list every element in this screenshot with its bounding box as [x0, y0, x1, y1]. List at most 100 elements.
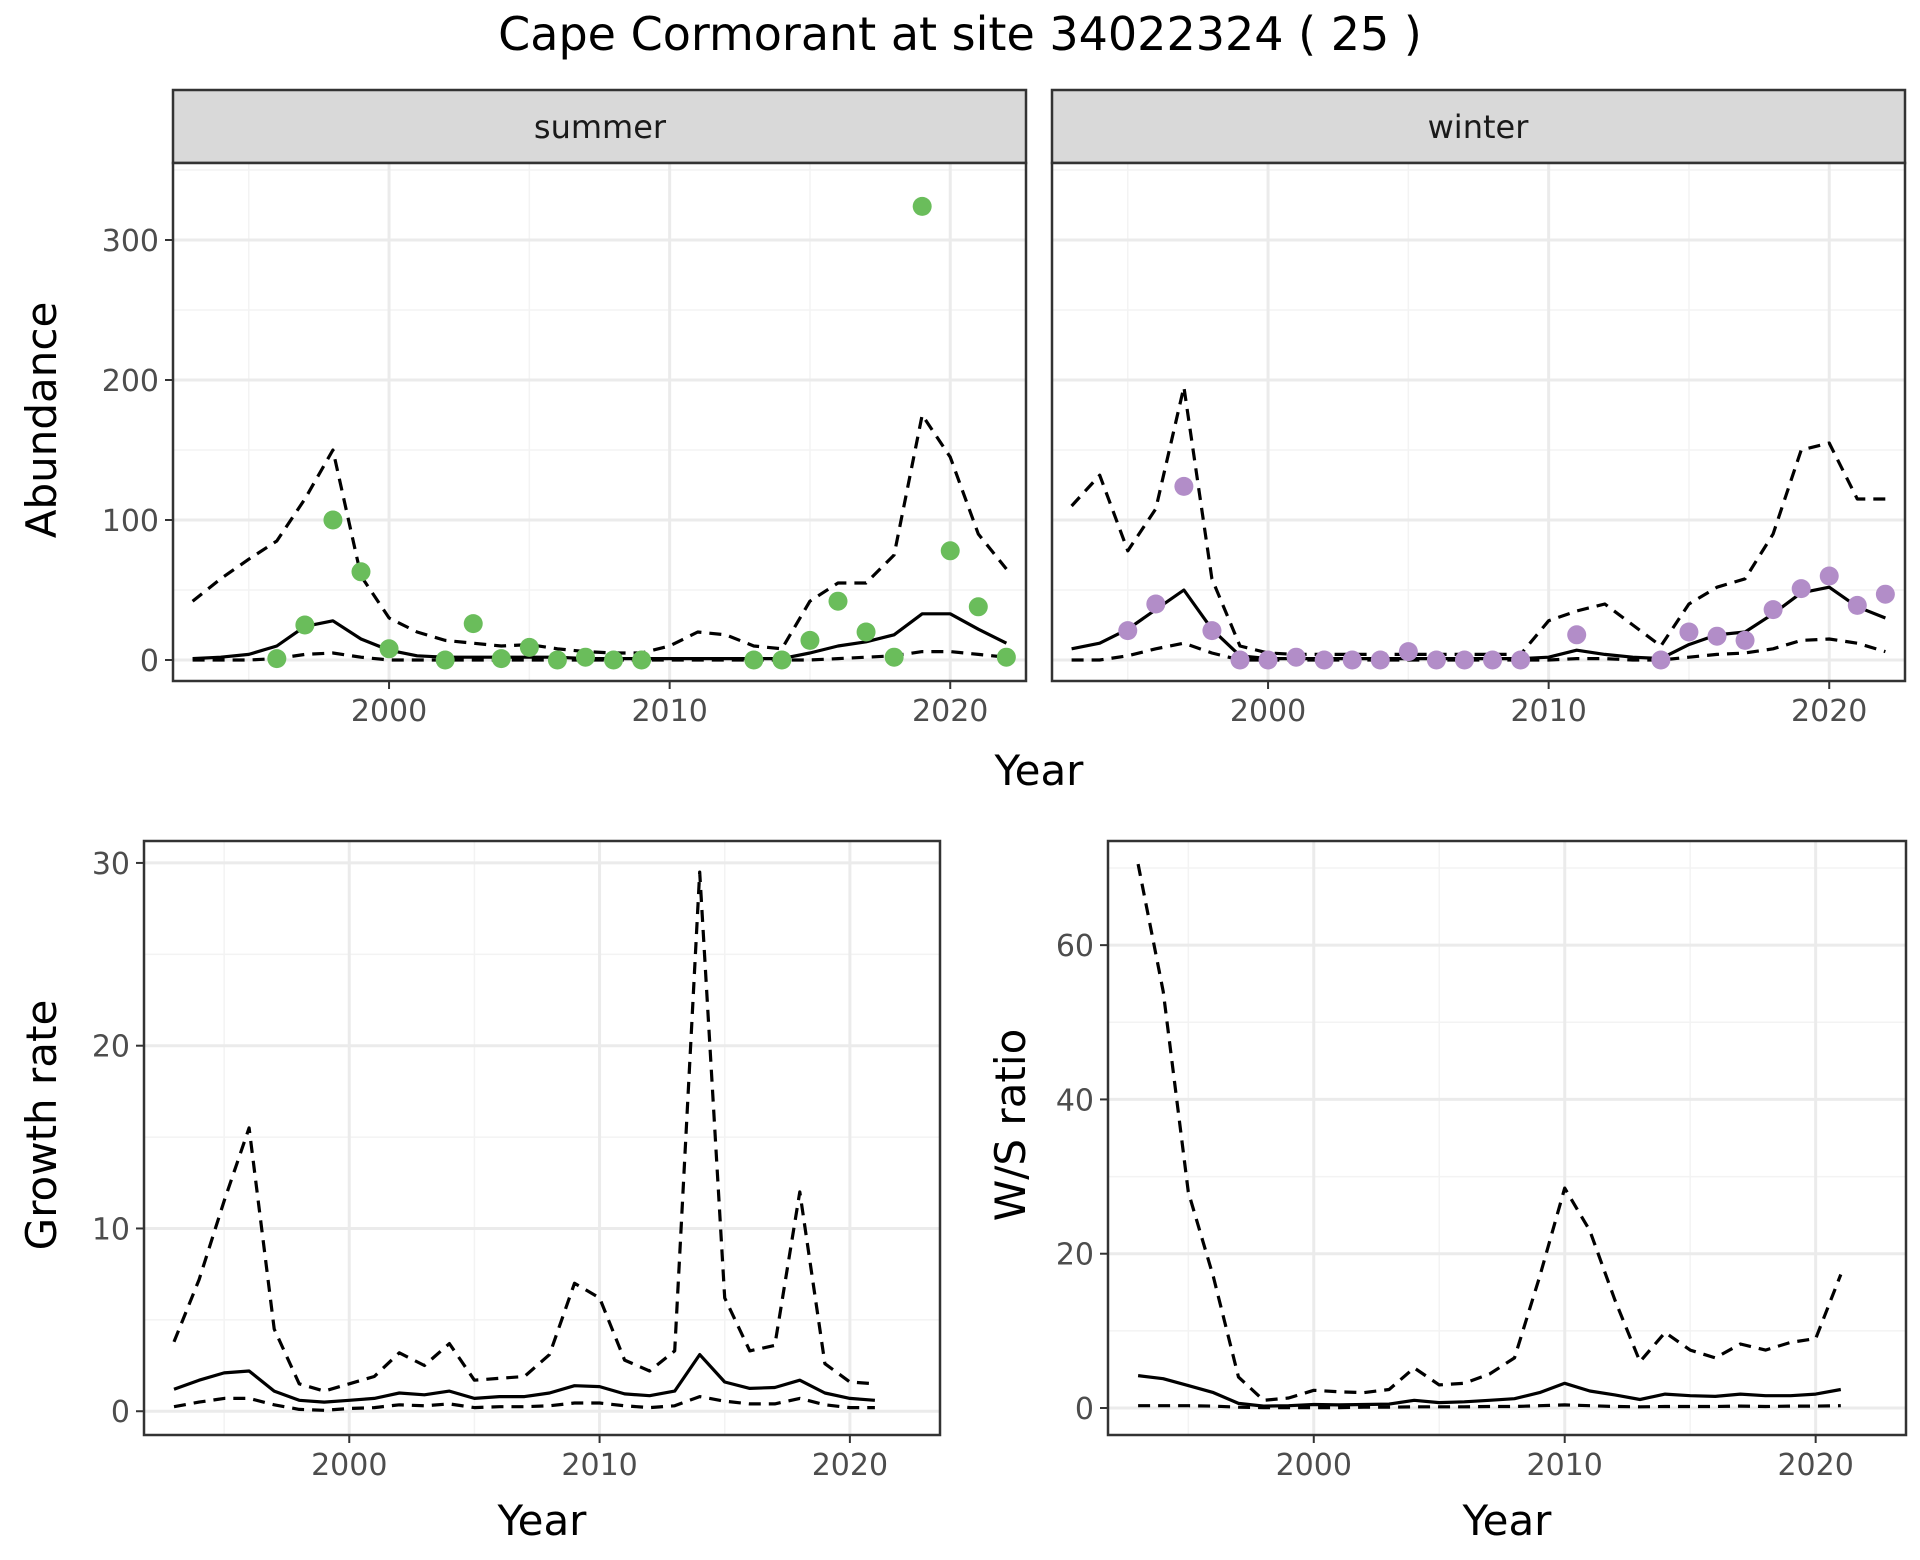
- observation-point: [267, 649, 287, 669]
- observation-point: [604, 650, 624, 670]
- x-tick-label: 2000: [1276, 1448, 1352, 1483]
- winter-strip-label: winter: [1428, 108, 1530, 146]
- y-tick-label: 40: [1056, 1083, 1094, 1118]
- y-tick-label: 60: [1056, 929, 1094, 964]
- series-line-upper: [172, 870, 876, 1393]
- x-tick-label: 2020: [812, 1448, 888, 1483]
- series-line-lower: [173, 1395, 875, 1412]
- y-tick-label: 0: [140, 644, 159, 679]
- observation-point: [1483, 650, 1503, 670]
- top-x-label: Year: [994, 746, 1085, 795]
- observation-point: [1511, 650, 1531, 670]
- observation-point: [1286, 647, 1306, 667]
- y-tick-label: 200: [102, 364, 159, 399]
- panel-border: [142, 839, 942, 1437]
- y-tick-label: 10: [92, 1212, 130, 1247]
- x-tick-label: 2010: [1510, 694, 1586, 729]
- observation-point: [744, 650, 764, 670]
- plot-background: [1052, 163, 1905, 681]
- panel-border: [171, 161, 1028, 683]
- y-tick-label: 0: [111, 1395, 130, 1430]
- observation-point: [323, 510, 343, 530]
- observation-point: [1847, 595, 1867, 615]
- observation-point: [800, 630, 820, 650]
- observation-point: [575, 647, 595, 667]
- growth-y-label: Growth rate: [17, 1000, 66, 1251]
- observation-point: [856, 622, 876, 642]
- observation-point: [1342, 650, 1362, 670]
- observation-point: [1735, 630, 1755, 650]
- series-line-lower: [1071, 637, 1886, 662]
- observation-point: [1230, 650, 1250, 670]
- panel-border: [1050, 161, 1907, 683]
- observation-point: [1679, 622, 1699, 642]
- observation-point: [351, 562, 371, 582]
- series-line-upper: [191, 413, 1008, 655]
- observation-point: [379, 639, 399, 659]
- observation-point: [940, 541, 960, 561]
- x-tick-label: 2010: [561, 1448, 637, 1483]
- y-tick-label: 20: [1056, 1238, 1094, 1273]
- plot-background: [144, 841, 940, 1435]
- series-line-lower: [1138, 1403, 1841, 1410]
- observation-point: [772, 650, 792, 670]
- series-line-upper: [1070, 385, 1886, 656]
- y-tick-label: 100: [102, 504, 159, 539]
- x-tick-label: 2000: [311, 1448, 387, 1483]
- observation-point: [1707, 626, 1727, 646]
- ratio-x-label: Year: [1462, 1496, 1553, 1545]
- x-tick-label: 2020: [912, 694, 988, 729]
- y-tick-label: 20: [92, 1030, 130, 1065]
- observation-point: [547, 650, 567, 670]
- observation-point: [491, 649, 511, 669]
- observation-point: [1426, 650, 1446, 670]
- growth-x-label: Year: [497, 1496, 588, 1545]
- series-line-estimate: [1137, 1374, 1842, 1408]
- observation-point: [1791, 579, 1811, 599]
- observation-point: [1314, 650, 1334, 670]
- summer-strip-label: summer: [534, 108, 667, 146]
- observation-point: [1651, 650, 1671, 670]
- x-tick-label: 2000: [1230, 694, 1306, 729]
- series-line-lower: [192, 650, 1007, 662]
- observation-point: [884, 647, 904, 667]
- y-tick-label: 300: [102, 224, 159, 259]
- x-tick-label: 2010: [1527, 1448, 1603, 1483]
- observation-point: [1567, 625, 1587, 645]
- summer-strip: [171, 88, 1028, 165]
- observation-point: [519, 637, 539, 657]
- ratio-y-label: W/S ratio: [986, 1029, 1035, 1222]
- observation-point: [1875, 584, 1895, 604]
- observation-point: [295, 615, 315, 635]
- x-tick-label: 2020: [1791, 694, 1867, 729]
- plot-background: [1108, 841, 1906, 1435]
- series-line-upper: [1136, 863, 1843, 1402]
- observation-point: [1174, 476, 1194, 496]
- panel-border: [1106, 839, 1908, 1437]
- series-line-estimate: [173, 1353, 876, 1404]
- winter-strip: [1050, 88, 1907, 165]
- chart-title: Cape Cormorant at site 34022324 ( 25 ): [498, 7, 1422, 61]
- observation-point: [1118, 621, 1138, 641]
- observation-point: [435, 650, 455, 670]
- x-tick-label: 2020: [1777, 1448, 1853, 1483]
- abundance-y-label: Abundance: [17, 302, 66, 539]
- observation-point: [1370, 650, 1390, 670]
- observation-point: [1258, 650, 1278, 670]
- observation-point: [1146, 594, 1166, 614]
- x-tick-label: 2010: [631, 694, 707, 729]
- observation-point: [828, 591, 848, 611]
- growth-rate-panel: 2000 2010 2020 0 10 20 30: [92, 839, 942, 1483]
- x-tick-label: 2000: [351, 694, 427, 729]
- observation-point: [1763, 600, 1783, 620]
- observation-point: [1398, 642, 1418, 662]
- observation-point: [463, 614, 483, 634]
- winter-panel: 2000 2010 2020: [1050, 161, 1907, 729]
- ws-ratio-panel: 2000 2010 2020 0 20 40 60: [1056, 839, 1908, 1483]
- observation-point: [1454, 650, 1474, 670]
- observation-point: [632, 650, 652, 670]
- plot-background: [173, 163, 1026, 681]
- observation-point: [968, 597, 988, 617]
- observation-point: [996, 647, 1016, 667]
- observation-point: [1819, 566, 1839, 586]
